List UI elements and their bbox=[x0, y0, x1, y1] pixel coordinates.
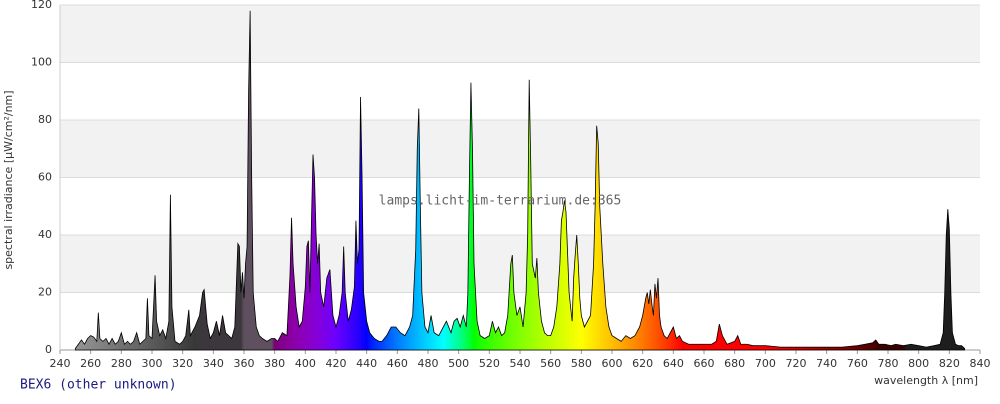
x-tick-label: 640 bbox=[663, 357, 684, 370]
x-tick-label: 720 bbox=[786, 357, 807, 370]
x-tick-label: 400 bbox=[295, 357, 316, 370]
x-tick-label: 760 bbox=[847, 357, 868, 370]
x-tick-label: 380 bbox=[264, 357, 285, 370]
x-tick-label: 600 bbox=[602, 357, 623, 370]
legend-entry: BEX6 (other unknown) bbox=[20, 378, 177, 393]
x-tick-label: 360 bbox=[234, 357, 255, 370]
x-tick-label: 680 bbox=[724, 357, 745, 370]
x-tick-label: 580 bbox=[571, 357, 592, 370]
spectrum-area bbox=[74, 10, 966, 351]
x-tick-label: 800 bbox=[908, 357, 929, 370]
x-tick-label: 340 bbox=[203, 357, 224, 370]
y-tick-label: 60 bbox=[38, 171, 52, 184]
y-tick-label: 120 bbox=[31, 0, 52, 11]
x-axis-label: wavelength λ [nm] bbox=[874, 374, 978, 387]
y-tick-label: 0 bbox=[45, 343, 52, 356]
grid-band bbox=[60, 120, 980, 178]
x-tick-label: 280 bbox=[111, 357, 132, 370]
watermark: lamps.licht-im-terrarium.de:365 bbox=[379, 194, 622, 209]
x-tick-label: 260 bbox=[80, 357, 101, 370]
x-tick-label: 660 bbox=[694, 357, 715, 370]
y-axis-label: spectral irradiance [µW/cm²/nm] bbox=[2, 90, 15, 269]
y-tick-label: 80 bbox=[38, 113, 52, 126]
x-tick-label: 440 bbox=[356, 357, 377, 370]
x-tick-label: 820 bbox=[939, 357, 960, 370]
x-tick-label: 500 bbox=[448, 357, 469, 370]
y-tick-label: 100 bbox=[31, 56, 52, 69]
x-tick-label: 320 bbox=[172, 357, 193, 370]
x-tick-label: 780 bbox=[878, 357, 899, 370]
x-tick-label: 560 bbox=[540, 357, 561, 370]
x-tick-label: 420 bbox=[326, 357, 347, 370]
x-tick-label: 700 bbox=[755, 357, 776, 370]
grid-band bbox=[60, 235, 980, 293]
grid-band bbox=[60, 5, 980, 63]
x-tick-label: 840 bbox=[970, 357, 991, 370]
x-tick-label: 520 bbox=[479, 357, 500, 370]
x-tick-label: 240 bbox=[50, 357, 71, 370]
x-tick-label: 540 bbox=[510, 357, 531, 370]
x-tick-label: 300 bbox=[142, 357, 163, 370]
x-tick-label: 480 bbox=[418, 357, 439, 370]
y-tick-label: 20 bbox=[38, 286, 52, 299]
x-tick-label: 460 bbox=[387, 357, 408, 370]
x-tick-label: 620 bbox=[632, 357, 653, 370]
x-tick-label: 740 bbox=[816, 357, 837, 370]
y-tick-label: 40 bbox=[38, 228, 52, 241]
